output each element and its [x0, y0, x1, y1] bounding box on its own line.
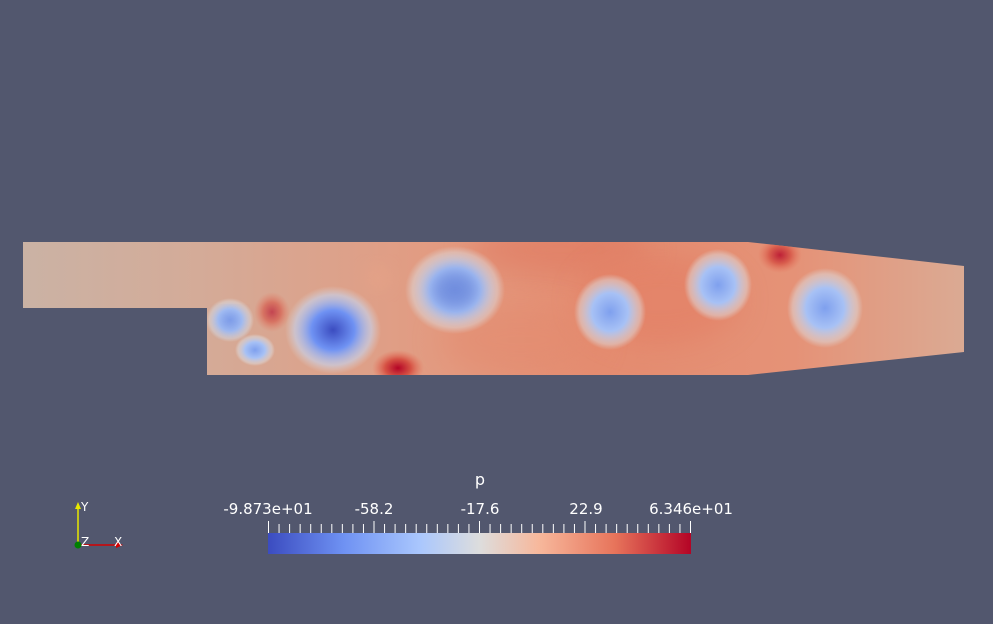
colorbar-tick-label: -9.873e+01: [223, 500, 313, 518]
axis-label-y: Y: [81, 500, 89, 514]
scalar-bar-title: p: [474, 470, 486, 489]
color-legend-bar[interactable]: [268, 533, 691, 554]
colorbar-tick-label: 22.9: [569, 500, 603, 518]
colorbar-tick-label: -58.2: [354, 500, 394, 518]
axes-triad-icon: [74, 502, 123, 549]
colorbar-tick-label: 6.346e+01: [649, 500, 733, 518]
orientation-axes[interactable]: Y X Z: [60, 495, 140, 555]
axis-label-z: Z: [81, 535, 90, 549]
colorbar-tick-label: -17.6: [460, 500, 500, 518]
colorbar-tick-marks: [268, 521, 691, 533]
axis-label-x: X: [114, 535, 123, 549]
